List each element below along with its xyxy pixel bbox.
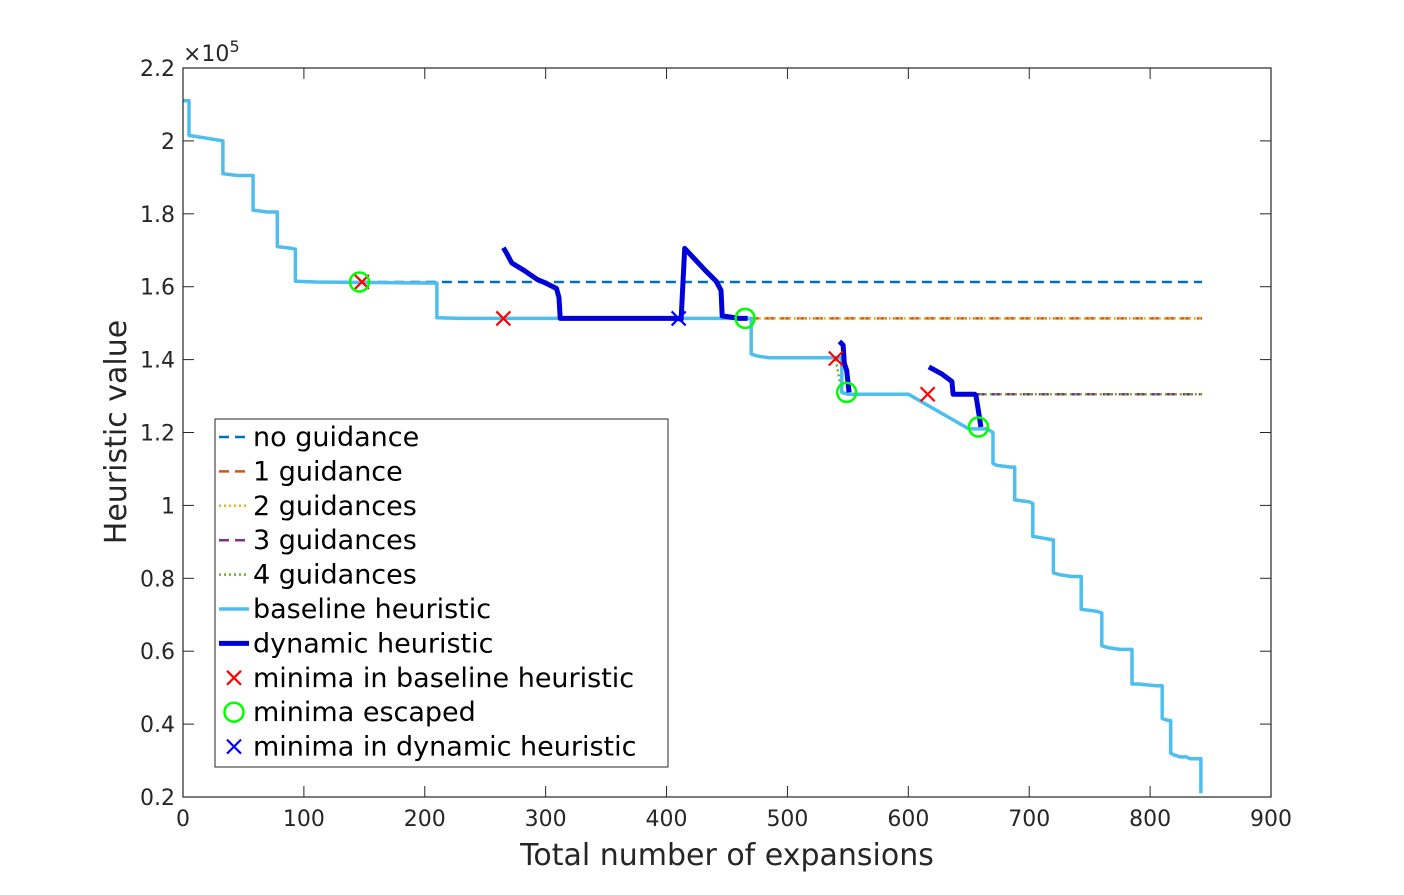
marker-minima-in-baseline-heuristic (919, 386, 936, 403)
series-layer (183, 99, 1203, 794)
legend-label: 2 guidances (253, 491, 417, 522)
y-tick-label: 0.2 (140, 786, 175, 811)
x-tick-label: 500 (766, 807, 808, 832)
marker-minima-escaped (967, 416, 990, 438)
legend-item-minima-in-baseline-heuristic: minima in baseline heuristic (226, 663, 634, 694)
y-tick-label: 1.4 (140, 349, 175, 374)
y-exponent-base: ×10 (183, 42, 229, 67)
legend-label: 3 guidances (253, 525, 417, 556)
x-tick-label: 400 (646, 807, 688, 832)
legend-item-minima-escaped: minima escaped (223, 697, 476, 728)
legend-item-dynamic-heuristic: dynamic heuristic (219, 628, 493, 659)
y-exponent-power: 5 (229, 37, 239, 56)
legend-label: baseline heuristic (253, 594, 491, 625)
x-axis-title: Total number of expansions (519, 838, 934, 873)
legend-label: no guidance (253, 422, 419, 453)
y-tick-label: 1 (161, 494, 175, 519)
legend-box (214, 418, 669, 768)
y-tick-label: 1.6 (140, 276, 175, 301)
x-tick-label: 600 (887, 807, 929, 832)
legend-item-1-guidance: 1 guidance (219, 456, 403, 487)
marker-minima-in-dynamic-heuristic (670, 310, 687, 327)
x-tick-label: 300 (525, 807, 567, 832)
y-exponent-label: ×105 (183, 37, 240, 67)
x-tick-label: 700 (1008, 807, 1050, 832)
legend-label: dynamic heuristic (253, 628, 493, 659)
x-tick-label: 800 (1129, 807, 1171, 832)
legend-label: 1 guidance (253, 456, 403, 487)
legend-swatch (226, 738, 242, 755)
x-tick-label: 100 (283, 807, 325, 832)
legend-item-minima-in-dynamic-heuristic: minima in dynamic heuristic (226, 732, 636, 763)
marker-minima-in-baseline-heuristic (495, 310, 512, 327)
y-tick-label: 1.8 (140, 203, 175, 228)
x-tick-label: 200 (404, 807, 446, 832)
y-axis-title: Heuristic value (99, 320, 134, 544)
legend-swatch (223, 701, 245, 723)
x-tick-label: 900 (1250, 807, 1292, 832)
y-tick-label: 0.6 (140, 640, 175, 665)
legend-item-no-guidance: no guidance (219, 422, 419, 453)
y-tick-label: 1.2 (140, 422, 175, 447)
marker-minima-escaped (348, 271, 371, 293)
legend-label: 4 guidances (253, 560, 417, 591)
legend-label: minima in baseline heuristic (253, 663, 634, 694)
legend-item-2-guidances: 2 guidances (219, 491, 417, 522)
y-tick-label: 2.2 (140, 57, 175, 82)
marker-layer (348, 271, 990, 438)
legend-label: minima in dynamic heuristic (253, 732, 636, 763)
marker-minima-escaped (835, 381, 858, 404)
legend-item-baseline-heuristic: baseline heuristic (219, 594, 491, 625)
marker-minima-escaped (734, 307, 756, 330)
y-tick-label: 2 (161, 130, 175, 155)
marker-minima-in-baseline-heuristic (828, 350, 844, 367)
series-line-dynamic-heuristic (501, 245, 984, 428)
series-line-4-guidances (834, 359, 1203, 396)
legend-label: minima escaped (253, 697, 476, 728)
legend-swatch (226, 670, 242, 686)
y-tick-label: 0.8 (140, 567, 175, 592)
y-tick-label: 0.4 (140, 713, 175, 738)
tick-layer: 0 100 200 300 400 500 600 700 800 900 0.2 0.4 0.6 0.8… (140, 57, 1292, 832)
legend-item-4-guidances: 4 guidances (219, 560, 417, 591)
series-line-baseline-heuristic (183, 99, 1203, 794)
legend-item-3-guidances: 3 guidances (219, 525, 417, 556)
x-tick-label: 0 (176, 807, 190, 832)
